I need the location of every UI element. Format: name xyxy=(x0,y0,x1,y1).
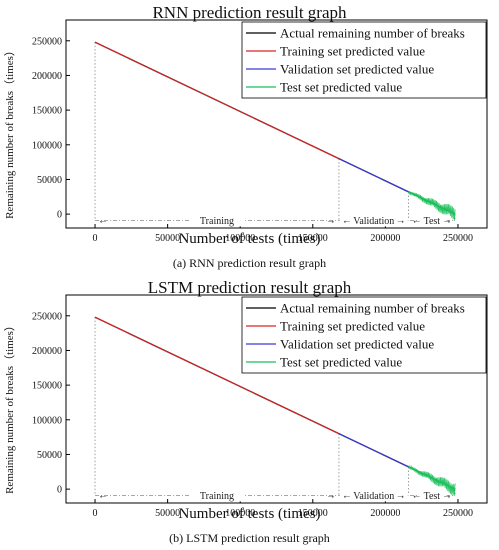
phase-label: Validation xyxy=(353,491,394,502)
x-tick-label: 50000 xyxy=(155,508,180,519)
rnn-chart-svg: 0 0 50000 50000 100000 100000 150000 150000 2000… xyxy=(3,19,488,244)
legend-entry: Validation set predicted value xyxy=(280,337,434,352)
figure-caption: (b) LSTM prediction result graph xyxy=(169,531,330,545)
rnn-chart-panel: RNN prediction result graph 0 0 50000 50000… xyxy=(3,3,488,270)
lstm-chart-panel: LSTM prediction result graph 0 0 50000 5000… xyxy=(0,275,499,550)
phase-label: Training xyxy=(200,491,234,502)
y-tick-label: 200000 xyxy=(32,346,62,357)
phase-arrow-right: → xyxy=(442,490,452,501)
legend-entry: Actual remaining number of breaks xyxy=(280,301,465,316)
phase-arrow-left: ← xyxy=(98,490,108,501)
x-tick-label: 200000 xyxy=(370,508,400,519)
x-tick-label: 50000 xyxy=(155,233,180,244)
y-tick-label: 0 xyxy=(57,210,62,221)
x-tick-label: 100000 xyxy=(225,508,255,519)
phase-label-bg xyxy=(189,213,245,227)
y-tick-label: 100000 xyxy=(32,415,62,426)
y-tick-label: 200000 xyxy=(32,71,62,82)
phase-arrow-left: ← xyxy=(342,490,352,501)
phase-arrow-left: ← xyxy=(342,215,352,226)
y-tick-label: 50000 xyxy=(37,450,62,461)
phase-label-bg xyxy=(339,213,408,227)
series-training-line xyxy=(94,41,340,160)
y-tick-label: 100000 xyxy=(32,140,62,151)
phase-label: Test xyxy=(424,491,441,502)
legend-entry: Training set predicted value xyxy=(280,319,425,334)
phase-arrow-right: → xyxy=(326,490,336,501)
x-tick-label: 150000 xyxy=(298,233,328,244)
phase-arrow-right: → xyxy=(442,215,452,226)
y-tick-label: 150000 xyxy=(32,106,62,117)
phase-label-bg xyxy=(339,488,408,502)
y-tick-label: 50000 xyxy=(37,175,62,186)
x-tick-label: 100000 xyxy=(225,233,255,244)
legend-entry: Training set predicted value xyxy=(280,44,425,59)
chart-title: RNN prediction result graph xyxy=(152,3,347,22)
legend-entry: Test set predicted value xyxy=(280,80,402,95)
phase-arrow-right: → xyxy=(396,215,406,226)
y-axis-label: Remaining number of breaks（times） xyxy=(3,45,16,219)
phase-arrow-left: ← xyxy=(412,490,422,501)
phase-label-bg xyxy=(417,488,447,502)
plot-frame xyxy=(65,19,488,229)
plot-frame xyxy=(65,294,488,504)
phase-arrow-left: ← xyxy=(98,215,108,226)
y-tick-label: 250000 xyxy=(32,36,62,47)
legend-entry: Actual remaining number of breaks xyxy=(280,26,465,41)
chart-title: LSTM prediction result graph xyxy=(147,278,352,297)
x-tick-label: 0 xyxy=(93,233,98,244)
figure-caption: (a) RNN prediction result graph xyxy=(172,256,327,270)
phase-label-bg xyxy=(417,213,447,227)
phase-label-bg xyxy=(189,488,245,502)
y-tick-label: 150000 xyxy=(32,381,62,392)
series-test-noise xyxy=(408,190,456,221)
y-tick-label: 0 xyxy=(57,485,62,496)
series-test-noise xyxy=(408,464,456,496)
x-tick-label: 200000 xyxy=(370,233,400,244)
legend-entry: Validation set predicted value xyxy=(280,62,434,77)
x-tick-label: 150000 xyxy=(298,508,328,519)
series-validation-line xyxy=(338,433,409,468)
series-validation-line xyxy=(338,158,409,193)
phase-label: Training xyxy=(200,216,234,227)
legend-box xyxy=(241,21,487,99)
legend-box xyxy=(241,296,487,374)
legend-entry: Test set predicted value xyxy=(280,355,402,370)
phase-arrow-right: → xyxy=(326,215,336,226)
phase-arrow-right: → xyxy=(396,490,406,501)
x-axis-label: Number of tests (times) xyxy=(178,506,321,522)
phase-label: Validation xyxy=(353,216,394,227)
phase-label: Test xyxy=(424,216,441,227)
y-tick-label: 250000 xyxy=(32,311,62,322)
lstm-chart-svg: 0 0 50000 50000 100000 100000 150000 150000 2000… xyxy=(3,294,488,519)
series-training-line xyxy=(94,316,340,435)
y-axis-label: Remaining number of breaks（times） xyxy=(3,320,16,494)
x-tick-label: 250000 xyxy=(443,508,473,519)
x-axis-label: Number of tests (times) xyxy=(178,231,321,247)
phase-arrow-left: ← xyxy=(412,215,422,226)
x-tick-label: 0 xyxy=(93,508,98,519)
x-tick-label: 250000 xyxy=(443,233,473,244)
